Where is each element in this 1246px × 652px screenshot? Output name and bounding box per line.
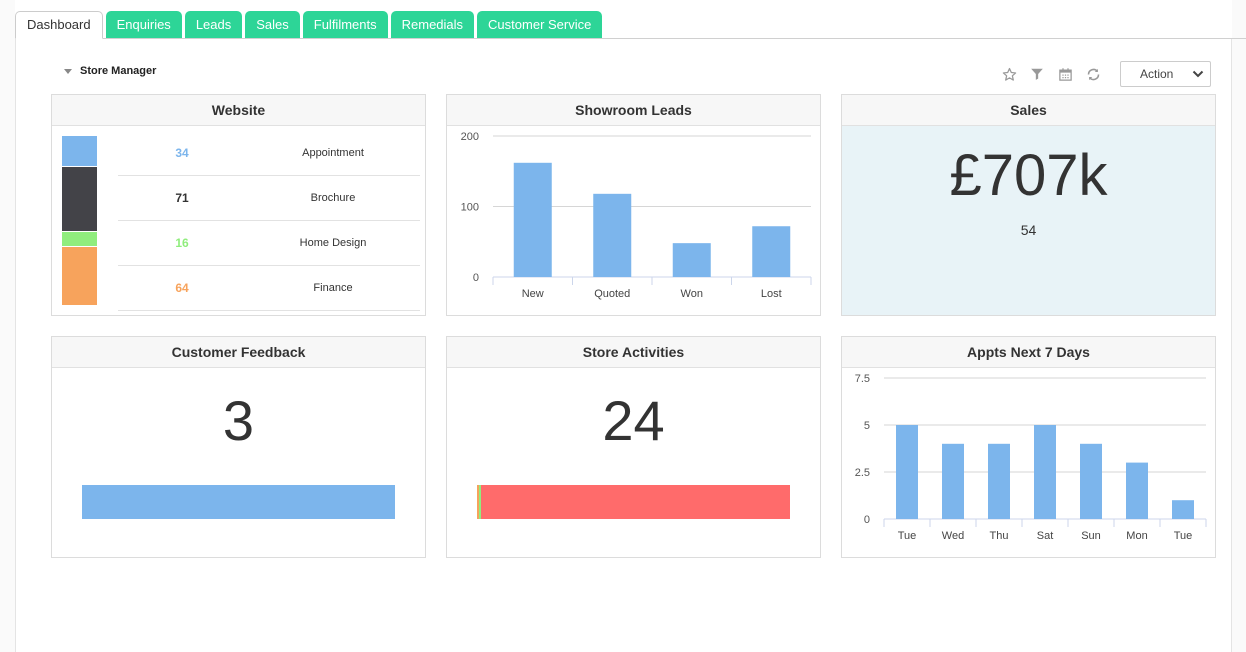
bar[interactable] <box>988 443 1010 519</box>
widget-title: Showroom Leads <box>447 95 820 126</box>
sales-amount: £707k <box>949 143 1108 208</box>
toolbar: Action <box>1000 61 1211 87</box>
feedback-count: 3 <box>222 389 255 452</box>
tab-enquiries[interactable]: Enquiries <box>105 11 182 39</box>
showroom-leads-chart: 0 100 200 New Quoted Won Lost <box>461 131 812 300</box>
appts-next-7-days-widget: Appts Next 7 Days 0 2.5 5 7.5 Tue Wed Thu Sat Su… <box>841 336 1216 558</box>
activities-bar[interactable] <box>477 485 790 519</box>
action-dropdown-label: Action <box>1140 67 1174 81</box>
widget-title: Appts Next 7 Days <box>842 337 1215 368</box>
caret-down-icon <box>64 68 72 74</box>
x-tick-label: Sun <box>1081 530 1101 542</box>
x-tick-label: Tue <box>898 530 917 542</box>
y-tick-label: 0 <box>864 514 870 526</box>
website-stacked-bar <box>62 136 97 306</box>
activities-count: 24 <box>602 389 665 452</box>
bar[interactable] <box>752 226 791 277</box>
tab-dashboard[interactable]: Dashboard <box>15 11 103 39</box>
store-activities-widget: Store Activities 24 <box>446 336 821 558</box>
bar[interactable] <box>1080 443 1102 519</box>
website-list: 34 Appointment 71 Brochure 16 Home Design 64 Fi… <box>118 131 420 311</box>
x-tick-label: Thu <box>990 530 1009 542</box>
website-row-label: Appointment <box>302 147 364 159</box>
x-tick-label: Lost <box>761 288 782 300</box>
sales-body: £707k 54 <box>842 126 1215 315</box>
chevron-down-icon <box>1192 70 1204 78</box>
website-row-label: Finance <box>313 282 353 294</box>
website-row[interactable]: 34 Appointment <box>118 131 420 176</box>
tab-leads[interactable]: Leads <box>184 11 243 39</box>
x-tick-label: Won <box>681 288 703 300</box>
bar-segment[interactable] <box>480 485 790 519</box>
feedback-bar[interactable] <box>82 485 395 519</box>
bar[interactable] <box>593 193 632 277</box>
y-tick-label: 7.5 <box>855 373 870 385</box>
section-title: Store Manager <box>80 65 157 77</box>
tab-sales[interactable]: Sales <box>245 11 300 39</box>
filter-icon[interactable] <box>1028 65 1046 83</box>
calendar-icon[interactable] <box>1056 65 1074 83</box>
tab-fulfilments[interactable]: Fulfilments <box>302 11 388 39</box>
y-tick-label: 5 <box>864 420 870 432</box>
sales-count: 54 <box>1020 222 1037 238</box>
background-right-edge <box>1232 0 1246 652</box>
bar-segment[interactable] <box>478 485 481 519</box>
website-row-value: 16 <box>175 236 189 250</box>
sales-widget: Sales £707k 54 <box>841 94 1216 316</box>
website-row-value: 71 <box>175 191 189 205</box>
widget-title: Customer Feedback <box>52 337 425 368</box>
y-tick-label: 200 <box>461 131 479 143</box>
star-icon[interactable] <box>1000 65 1018 83</box>
tab-customer-service[interactable]: Customer Service <box>477 11 603 39</box>
y-tick-label: 100 <box>461 202 479 214</box>
website-row[interactable]: 71 Brochure <box>118 176 420 221</box>
widget-title: Store Activities <box>447 337 820 368</box>
tab-remedials[interactable]: Remedials <box>390 11 475 39</box>
refresh-icon[interactable] <box>1084 65 1102 83</box>
website-row[interactable]: 16 Home Design <box>118 221 420 266</box>
background-left-edge <box>0 0 15 652</box>
x-tick-label: Tue <box>1174 530 1193 542</box>
website-row-label: Brochure <box>310 192 356 204</box>
bar-segment[interactable] <box>477 485 479 519</box>
widget-title: Website <box>52 95 425 126</box>
bar[interactable] <box>1034 425 1056 519</box>
website-segment[interactable] <box>62 232 97 248</box>
website-segment[interactable] <box>62 247 97 306</box>
bar[interactable] <box>942 443 964 519</box>
y-tick-label: 0 <box>473 272 479 284</box>
website-row[interactable]: 64 Finance <box>118 266 420 311</box>
bar[interactable] <box>513 162 552 277</box>
customer-feedback-widget: Customer Feedback 3 <box>51 336 426 558</box>
website-widget: Website 34 Appointment 71 Brochure 16 Home De… <box>51 94 426 316</box>
x-tick-label: Mon <box>1126 530 1147 542</box>
appts-chart: 0 2.5 5 7.5 Tue Wed Thu Sat Sun Mon Tue <box>855 373 1207 542</box>
widget-title: Sales <box>842 95 1215 126</box>
x-tick-label: Sat <box>1037 530 1054 542</box>
section-toggle[interactable]: Store Manager <box>64 65 156 77</box>
y-tick-label: 2.5 <box>855 467 870 479</box>
website-row-label: Home Design <box>299 237 367 249</box>
website-row-value: 64 <box>175 281 189 295</box>
tab-bar: Dashboard Enquiries Leads Sales Fulfilme… <box>15 11 603 39</box>
bar[interactable] <box>896 425 918 519</box>
bar[interactable] <box>672 243 711 277</box>
x-tick-label: New <box>522 288 544 300</box>
x-tick-label: Wed <box>942 530 964 542</box>
bar[interactable] <box>1172 500 1194 519</box>
action-dropdown[interactable]: Action <box>1120 61 1211 87</box>
website-segment[interactable] <box>62 167 97 233</box>
showroom-leads-widget: Showroom Leads 0 100 200 New Quoted Won Lost <box>446 94 821 316</box>
website-row-value: 34 <box>175 146 189 160</box>
website-segment[interactable] <box>62 136 97 168</box>
tab-divider <box>15 38 1246 39</box>
bar-segment[interactable] <box>82 485 395 519</box>
bar[interactable] <box>1126 462 1148 519</box>
x-tick-label: Quoted <box>594 288 630 300</box>
